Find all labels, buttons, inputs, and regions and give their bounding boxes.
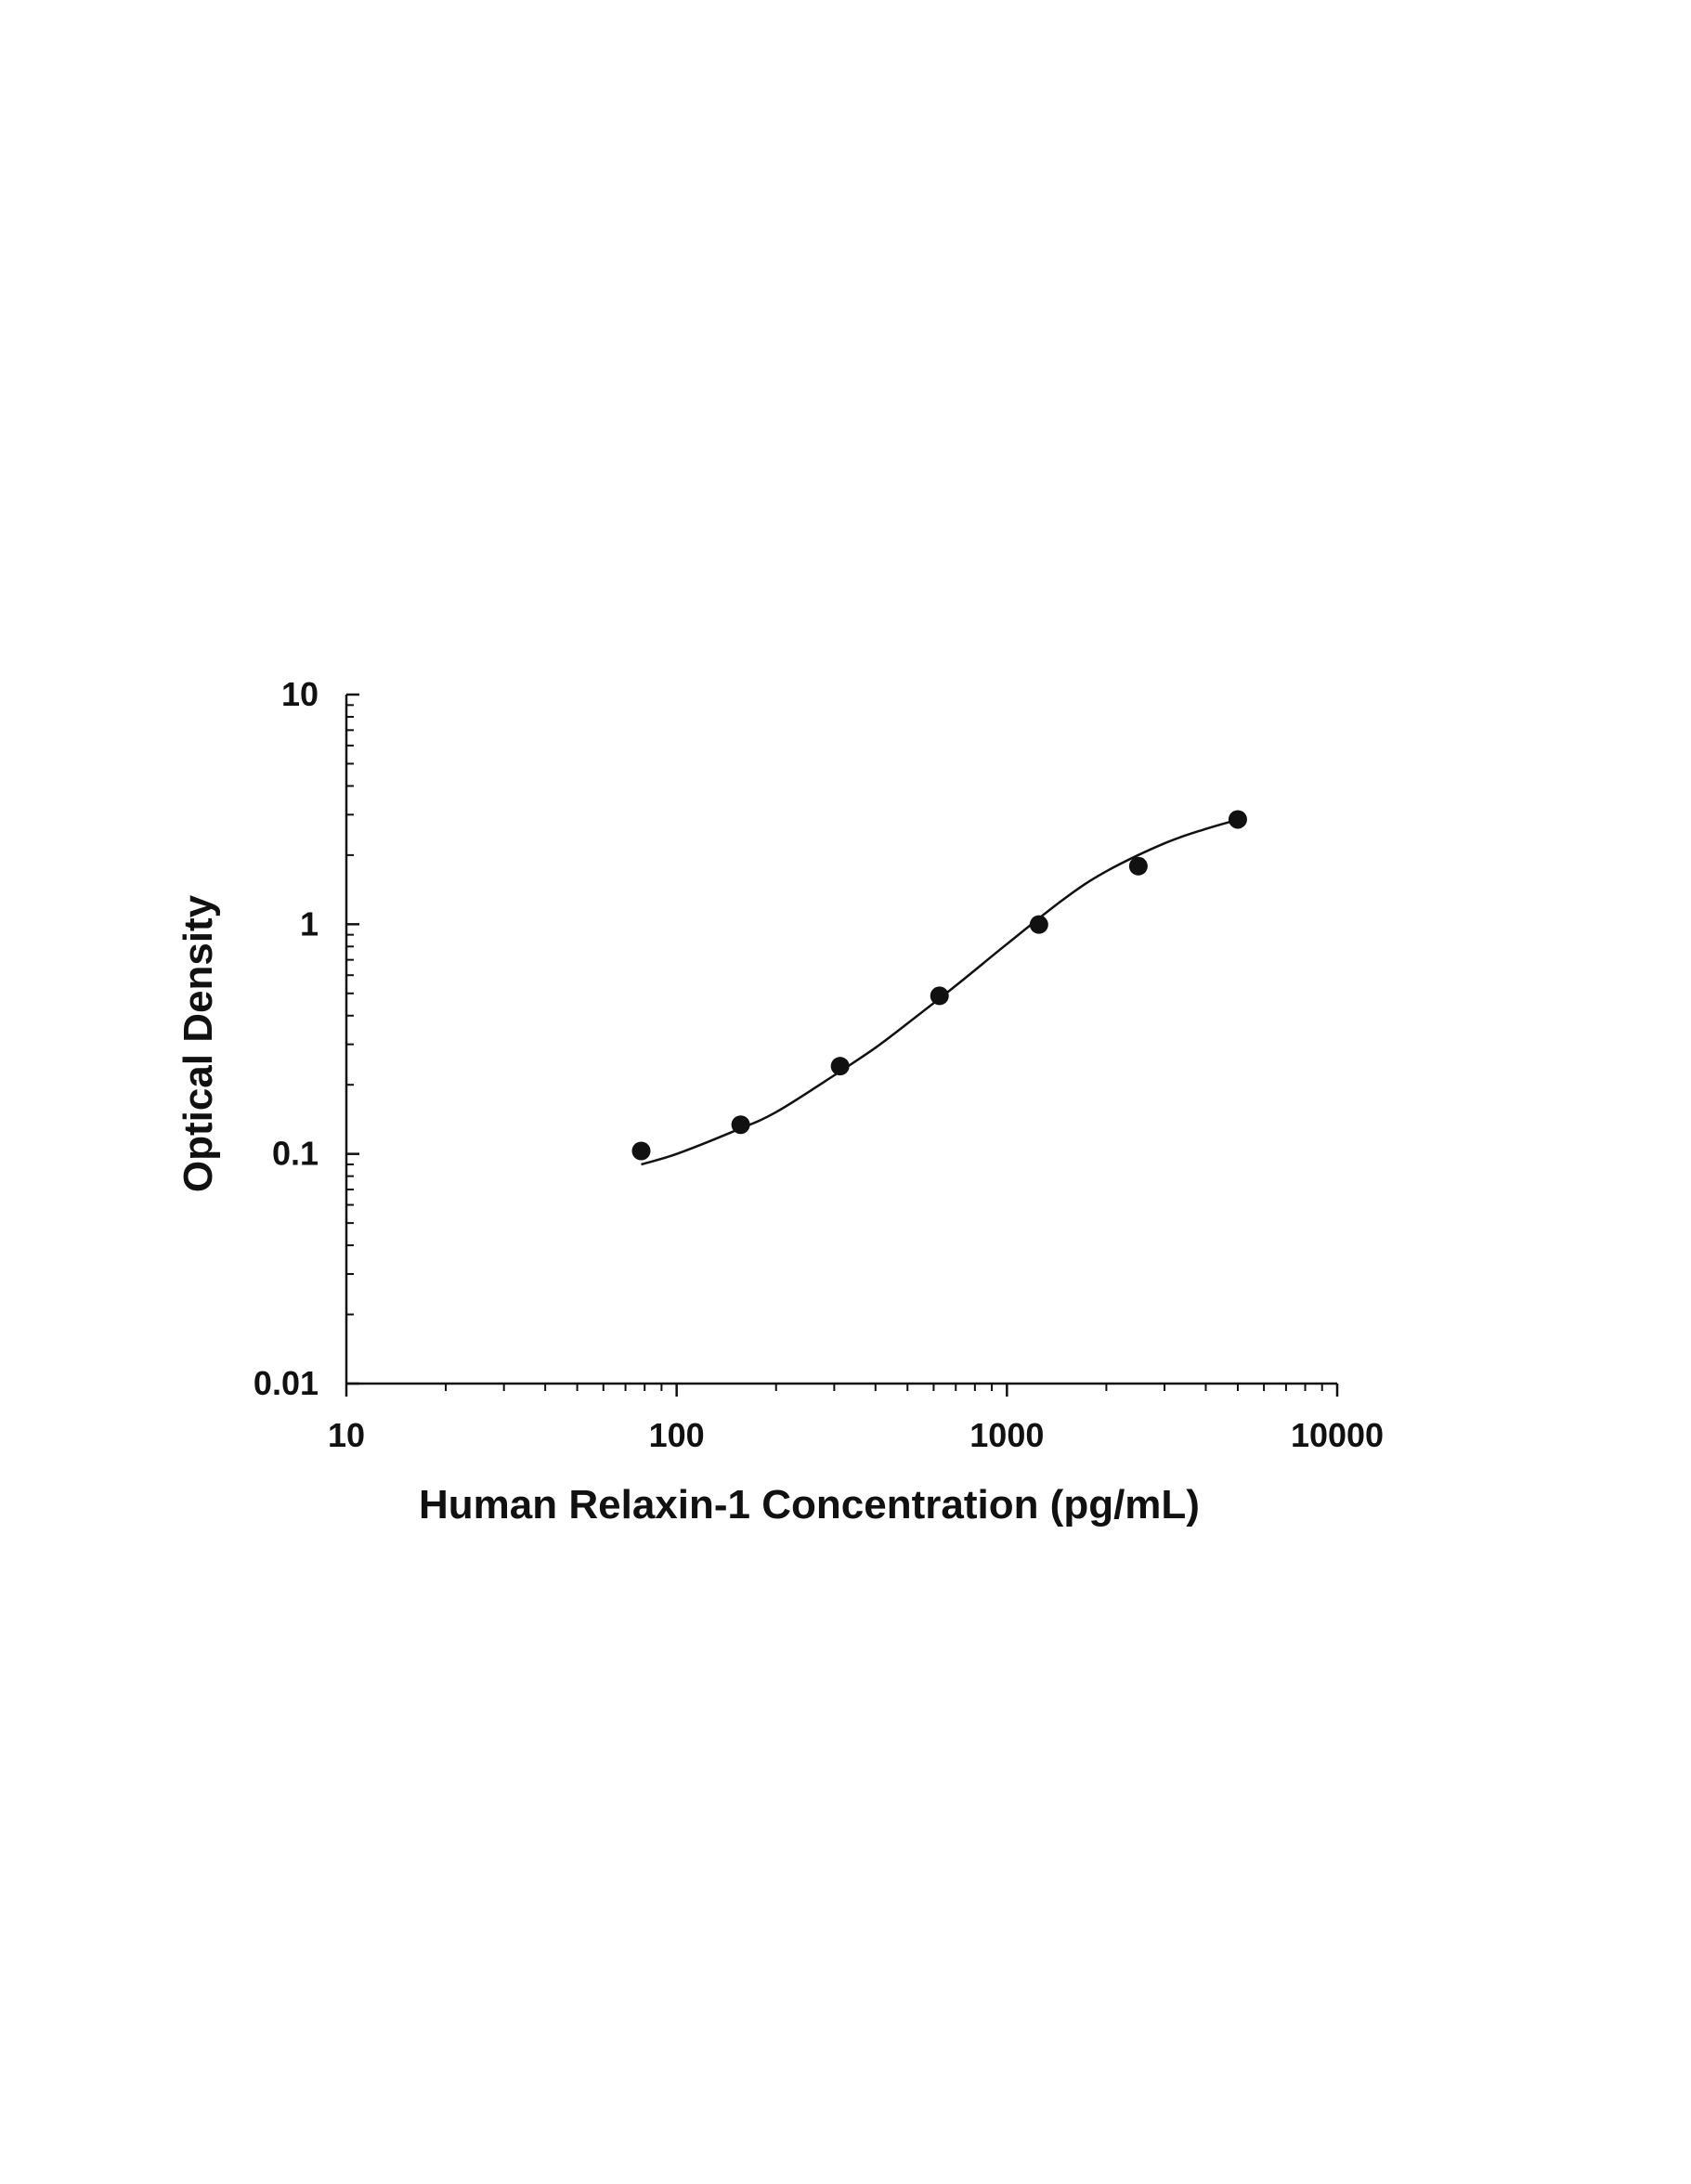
y-tick-label: 1 [300,904,319,942]
y-tick-label: 0.1 [272,1135,319,1173]
x-axis-title: Human Relaxin-1 Concentration (pg/mL) [419,1482,1200,1528]
data-points [631,810,1247,1161]
y-tick-label: 0.01 [254,1364,319,1402]
data-point [930,986,949,1006]
y-axis-title: Optical Density [176,894,221,1192]
data-point [631,1141,651,1161]
data-point [731,1115,750,1135]
x-axis-ticks [345,1384,1339,1397]
x-axis-tick-labels: 10 100 1000 10000 [328,1416,1384,1454]
x-tick-label: 10000 [1291,1416,1384,1454]
x-tick-label: 10 [328,1416,365,1454]
data-point [830,1057,850,1076]
y-tick-label: 10 [281,675,319,713]
y-axis-tick-labels: 0.01 0.1 1 10 [254,675,319,1402]
x-tick-label: 100 [649,1416,705,1454]
data-point [1128,856,1148,876]
x-tick-label: 1000 [969,1416,1044,1454]
axes [345,693,1339,1397]
data-point [1029,915,1048,934]
y-axis-ticks [346,693,359,1385]
data-point [1228,810,1247,829]
